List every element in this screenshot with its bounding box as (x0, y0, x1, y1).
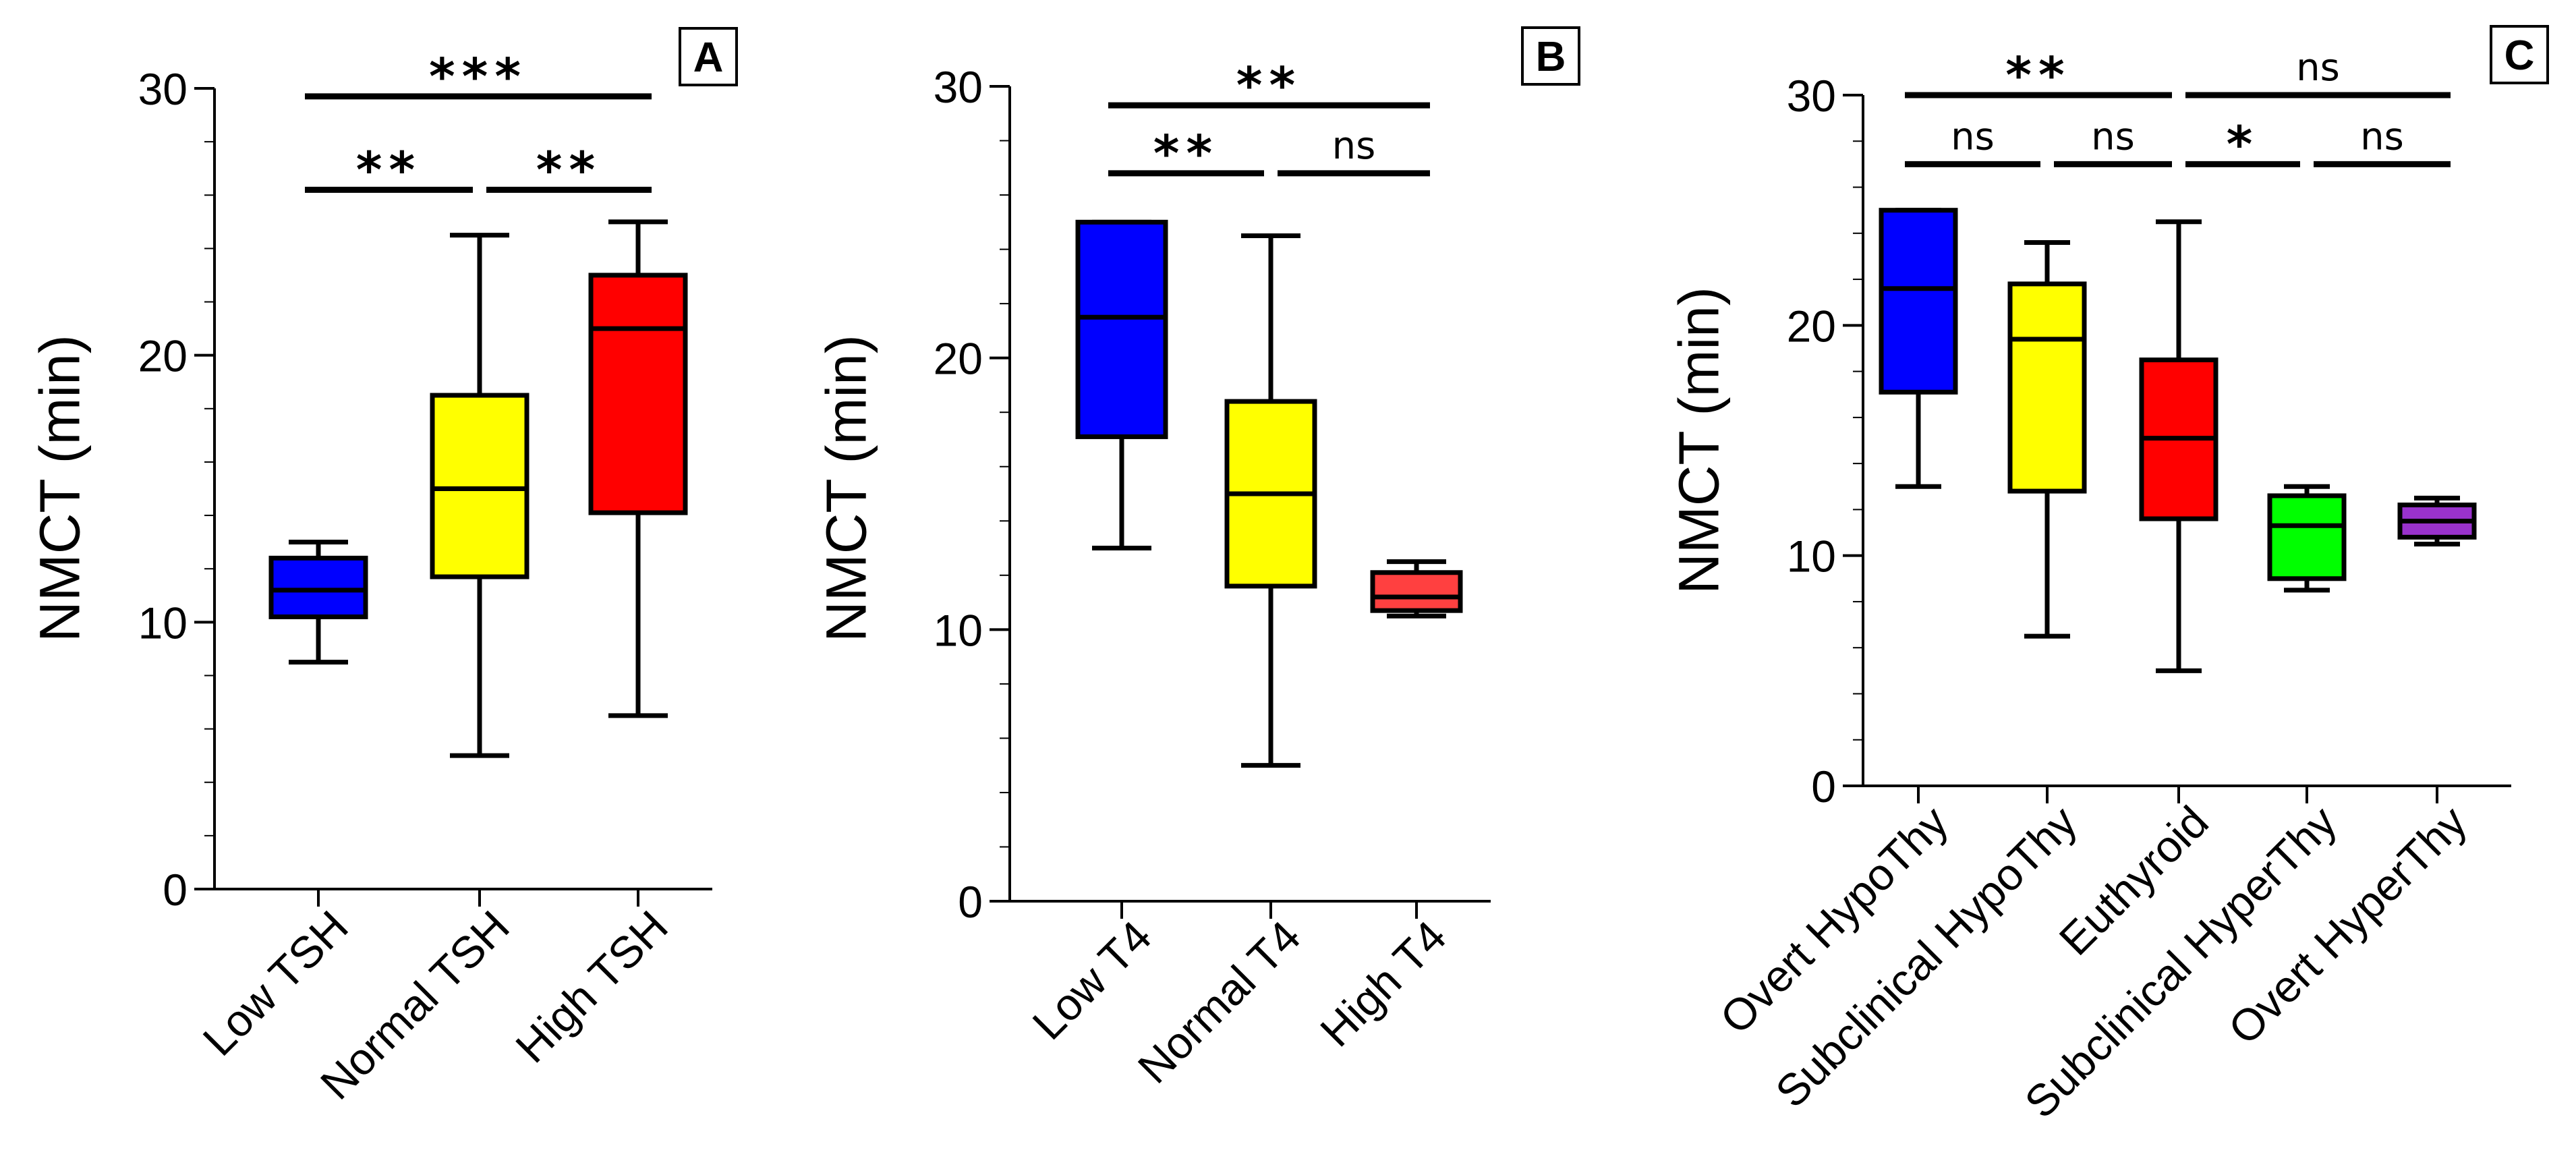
x-category-label: Overt HyperThy (2219, 797, 2476, 1054)
panel-letter-box (2490, 25, 2549, 84)
box-normal-tsh (430, 233, 529, 907)
y-tick-label: 0 (1811, 762, 1836, 811)
box-subclinical-hypothy (2007, 239, 2087, 803)
y-tick-label: 20 (138, 331, 188, 381)
significance-label: * (2227, 115, 2260, 173)
box-euthyroid (2139, 219, 2219, 803)
y-axis-title: NMCT (min) (28, 335, 91, 642)
y-axis-title: NMCT (min) (814, 335, 878, 642)
box-high-t4 (1370, 559, 1463, 919)
y-tick-label: 30 (934, 62, 983, 112)
significance-label: ns (2360, 115, 2404, 159)
iqr-box (1075, 219, 1168, 439)
significance-bracket: ns (2054, 115, 2172, 167)
significance-bracket: ns (1905, 115, 2040, 167)
x-category-label: Low T4 (1023, 911, 1161, 1050)
significance-label: ns (1951, 115, 1995, 159)
iqr-box (430, 393, 529, 579)
significance-label: ** (356, 141, 422, 199)
box-overt-hyperthy (2397, 495, 2477, 803)
box-normal-t4 (1224, 233, 1317, 919)
iqr-box (2007, 281, 2087, 494)
y-tick-label: 10 (1787, 532, 1836, 581)
x-category-label: Low TSH (193, 901, 357, 1065)
iqr-box (1879, 208, 1958, 395)
panel-letter: B (1536, 34, 1566, 80)
significance-bracket: ** (1905, 47, 2172, 105)
box-high-tsh (588, 219, 688, 907)
y-tick-label: 30 (1787, 71, 1836, 121)
x-category-label: Overt HypoThy (1711, 797, 1957, 1044)
iqr-box (2267, 493, 2347, 581)
box-subclinical-hyperthy (2267, 484, 2347, 803)
significance-label: ** (2005, 47, 2071, 105)
significance-bracket: * (2185, 115, 2300, 173)
y-tick-label: 0 (163, 865, 188, 915)
significance-label: ns (2091, 115, 2135, 159)
y-tick-label: 20 (1787, 301, 1836, 351)
significance-label: ** (536, 141, 602, 199)
y-tick-label: 30 (138, 64, 188, 114)
significance-label: ns (2296, 46, 2340, 90)
x-category-label: Normal T4 (1128, 911, 1310, 1093)
box-overt-hypothy (1879, 208, 1958, 803)
box-low-tsh (268, 540, 368, 907)
significance-bracket: ** (305, 141, 473, 199)
y-tick-label: 10 (934, 605, 983, 655)
significance-bracket: *** (305, 48, 652, 106)
significance-label: ** (1236, 57, 1302, 115)
x-category-label: High TSH (506, 901, 677, 1073)
box-low-t4 (1075, 219, 1168, 919)
panel-letter-box (679, 27, 738, 86)
y-tick-label: 20 (934, 334, 983, 384)
significance-bracket: ** (1108, 57, 1430, 115)
significance-label: ** (1153, 125, 1219, 183)
significance-bracket: ** (1108, 125, 1264, 183)
iqr-box (1370, 570, 1463, 613)
significance-label: *** (429, 48, 527, 106)
panel-letter-box (1521, 26, 1580, 86)
y-tick-label: 0 (958, 877, 983, 927)
iqr-box (268, 555, 368, 619)
iqr-box (588, 273, 688, 515)
y-tick-label: 10 (138, 598, 188, 648)
x-category-label: High T4 (1311, 911, 1456, 1056)
significance-label: ns (1332, 124, 1376, 168)
significance-bracket: ** (486, 141, 652, 199)
significance-bracket: ns (2185, 46, 2451, 98)
significance-bracket: ns (1278, 124, 1430, 177)
panel-letter: A (693, 34, 724, 81)
panel-letter: C (2505, 32, 2535, 79)
y-axis-title: NMCT (min) (1667, 287, 1730, 594)
significance-bracket: ns (2314, 115, 2451, 167)
